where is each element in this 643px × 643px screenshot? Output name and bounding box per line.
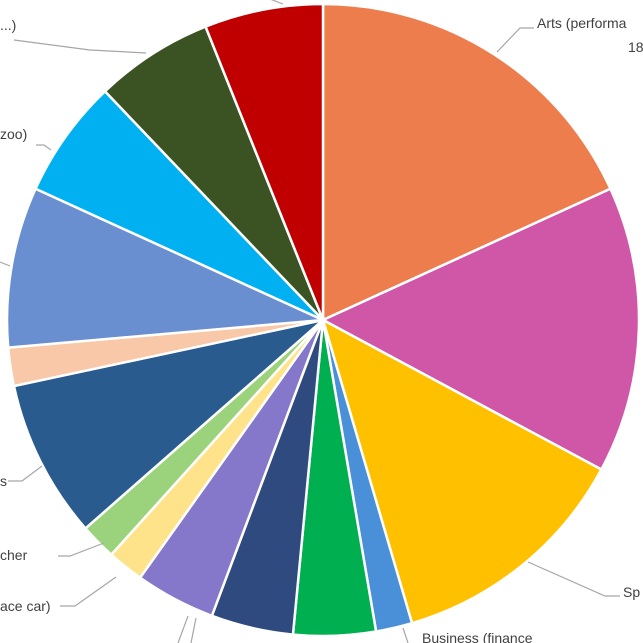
slice-label-top-left: ...) xyxy=(0,17,16,33)
leader-line-bottom-b xyxy=(190,617,197,643)
slice-label-teacher: cher xyxy=(0,547,28,563)
leader-line-business xyxy=(402,627,409,643)
slice-label-sp: Sp xyxy=(623,584,640,600)
pie-slice-14 xyxy=(203,2,325,321)
leader-line-sp xyxy=(527,561,620,597)
leader-lines xyxy=(0,0,620,643)
slice-label-zoo: zoo) xyxy=(0,126,27,142)
pie-slice-0 xyxy=(321,2,613,322)
leader-line-zoo xyxy=(36,144,52,151)
leader-line-left xyxy=(0,261,11,267)
slice-label-race-car: ace car) xyxy=(0,598,51,614)
pie-slice-1 xyxy=(320,187,641,472)
pie-slice-12 xyxy=(33,89,324,322)
pie-slice-11 xyxy=(5,187,328,349)
pie-slice-13 xyxy=(103,25,325,321)
slice-label-s: s xyxy=(0,473,7,489)
slice-label-arts: Arts (performa xyxy=(537,15,627,31)
pie-slice-9 xyxy=(12,317,328,531)
pie-slice-2 xyxy=(320,317,604,625)
slice-label-business: Business (finance xyxy=(422,630,533,643)
leader-line-top-left xyxy=(13,39,147,54)
leader-line-race-car xyxy=(60,576,117,607)
leader-line-bottom-a xyxy=(177,615,189,643)
pie-slices xyxy=(5,2,641,638)
slice-label-arts-value: 18 xyxy=(628,39,643,55)
leader-line-arts xyxy=(496,27,534,53)
slice-labels: Arts (performa 18 Sp Business (finance a… xyxy=(0,15,643,643)
leader-line-top xyxy=(270,0,284,5)
leader-line-s xyxy=(8,465,43,482)
leader-line-teacher xyxy=(58,542,105,557)
